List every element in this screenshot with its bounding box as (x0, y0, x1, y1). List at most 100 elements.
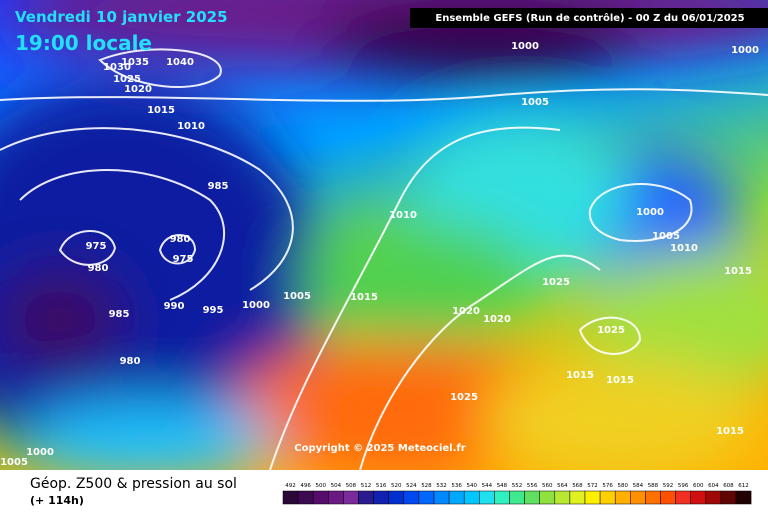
isobar-label: 1000 (636, 207, 664, 218)
colorbar-label: 608 (723, 483, 734, 489)
isobar-label: 1025 (113, 74, 141, 85)
isobar-label: 1005 (283, 291, 311, 302)
colorbar-swatch (373, 490, 389, 505)
date: Vendredi 10 janvier 2025 (15, 8, 228, 26)
colorbar-label: 572 (587, 483, 598, 489)
isobar-label: 980 (120, 356, 141, 367)
colorbar-label: 564 (557, 483, 568, 489)
isobar-label: 1010 (177, 121, 205, 132)
colorbar-swatch (614, 490, 631, 505)
colorbar-swatch (554, 490, 571, 505)
colorbar-label: 504 (331, 483, 342, 489)
isobar-label: 1025 (450, 392, 478, 403)
isobar-label: 1040 (166, 57, 194, 68)
colorbar-swatch (524, 490, 540, 505)
colorbar-swatch (599, 490, 616, 505)
isobar-label: 985 (208, 181, 229, 192)
colorbar-label: 544 (482, 483, 493, 489)
colorbar-swatch (675, 490, 691, 505)
colorbar-label: 560 (542, 483, 553, 489)
colorbar-swatch (479, 490, 495, 505)
isobar-label: 1000 (731, 45, 759, 56)
isobar-label: 1015 (724, 266, 752, 277)
isobar-label: 1015 (566, 370, 594, 381)
colorbar-label: 596 (678, 483, 689, 489)
colorbar-label: 500 (316, 483, 327, 489)
colorbar-swatch (494, 490, 510, 505)
colorbar-swatch (720, 490, 737, 505)
isobar-label: 995 (203, 305, 224, 316)
colorbar-label: 588 (648, 483, 659, 489)
colorbar-label: 540 (467, 483, 478, 489)
colorbar-swatch (645, 490, 661, 505)
isobar-label: 1020 (124, 84, 152, 95)
colorbar-label: 524 (406, 483, 417, 489)
isobar-label: 980 (88, 263, 109, 274)
colorbar-label: 508 (346, 483, 357, 489)
colorbar-swatch (584, 490, 601, 505)
colorbar-label: 584 (633, 483, 644, 489)
isobar-label: 1005 (0, 457, 28, 468)
colorbar-swatch (569, 490, 586, 505)
colorbar-swatch (433, 490, 450, 505)
colorbar-label: 516 (376, 483, 387, 489)
isobar-label: 990 (164, 301, 185, 312)
colorbar-label: 536 (451, 483, 462, 489)
isobar-label: 1035 (121, 57, 149, 68)
colorbar-swatch (705, 490, 722, 505)
isobar-label: 985 (109, 309, 130, 320)
footer-title: Géop. Z500 & pression au sol (30, 476, 237, 492)
colorbar-label: 532 (436, 483, 447, 489)
colorbar-label: 496 (300, 483, 311, 489)
lead-time: (+ 114h) (30, 494, 84, 507)
isobar-label: 1010 (389, 210, 417, 221)
colorbar-label: 612 (738, 483, 749, 489)
isobar-label: 1020 (452, 306, 480, 317)
isobar-label: 1015 (716, 426, 744, 437)
colorbar-swatch (358, 490, 374, 505)
local-time: 19:00 locale (15, 31, 152, 55)
isobar-label: 1015 (606, 375, 634, 386)
colorbar-swatch (328, 490, 344, 505)
colorbar-swatch (690, 490, 707, 505)
colorbar-swatch (539, 490, 556, 505)
isobar-label: 1005 (652, 231, 680, 242)
isobar-label: 1020 (483, 314, 511, 325)
colorbar-label: 568 (572, 483, 583, 489)
colorbar-swatch (418, 490, 435, 505)
isobar-label: 1025 (597, 325, 625, 336)
colorbar-swatch (660, 490, 676, 505)
isobar-label: 1010 (670, 243, 698, 254)
colorbar-label: 580 (618, 483, 629, 489)
colorbar-label: 604 (708, 483, 719, 489)
colorbar-swatch (403, 490, 420, 505)
isobar-label: 1015 (147, 105, 175, 116)
run-info: Ensemble GEFS (Run de contrôle) - 00 Z d… (435, 12, 744, 24)
colorbar-label: 552 (512, 483, 523, 489)
colorbar-swatch (463, 490, 480, 505)
colorbar-swatch (448, 490, 465, 505)
colorbar-label: 576 (602, 483, 613, 489)
colorbar-label: 592 (663, 483, 674, 489)
colorbar-swatch (312, 490, 329, 505)
isobar-label: 1000 (26, 447, 54, 458)
isobar-label: 1000 (511, 41, 539, 52)
colorbar-label: 548 (497, 483, 508, 489)
colorbar-swatch (388, 490, 405, 505)
colorbar-label: 520 (391, 483, 402, 489)
colorbar-label: 492 (285, 483, 296, 489)
colorbar-label: 556 (527, 483, 538, 489)
colorbar-label: 528 (421, 483, 432, 489)
copyright: Copyright © 2025 Meteociel.fr (294, 443, 465, 454)
colorbar-swatch (735, 490, 752, 505)
isobar-label: 980 (170, 234, 191, 245)
colorbar-swatch (630, 490, 646, 505)
isobar-label: 1025 (542, 277, 570, 288)
colorbar-label: 512 (361, 483, 372, 489)
isobar-label: 1000 (242, 300, 270, 311)
colorbar-swatch (297, 490, 314, 505)
isobar-label: 1030 (103, 62, 131, 73)
isobar-label: 975 (173, 254, 194, 265)
